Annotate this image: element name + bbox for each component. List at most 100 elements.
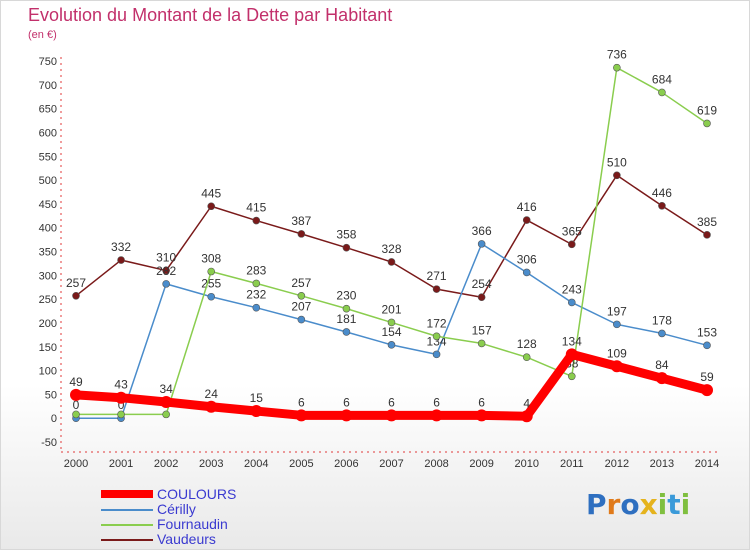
logo-letter: o (620, 488, 640, 521)
y-tick-label: 700 (39, 80, 57, 92)
data-label: 197 (607, 304, 627, 318)
data-label: 415 (246, 201, 266, 215)
y-tick-label: 200 (39, 318, 57, 330)
data-label: 24 (205, 387, 219, 401)
data-label: 59 (700, 370, 714, 384)
data-point (703, 119, 711, 128)
data-point (703, 341, 711, 350)
data-label: 385 (697, 215, 717, 229)
legend-swatch (101, 490, 153, 498)
y-tick-label: 300 (39, 270, 57, 282)
x-tick-label: 2013 (650, 458, 674, 470)
data-label: 4 (523, 396, 530, 410)
legend-label: Vaudeurs (157, 531, 216, 547)
data-point (522, 216, 531, 224)
data-label: 271 (427, 269, 447, 283)
data-label: 6 (298, 395, 305, 409)
x-tick-label: 2000 (64, 458, 88, 470)
data-label: 153 (697, 325, 717, 339)
legend-label: Fournaudin (157, 516, 228, 532)
data-label: 154 (381, 325, 401, 339)
x-tick-label: 2006 (334, 458, 358, 470)
data-point (207, 202, 216, 211)
y-tick-label: 150 (39, 342, 57, 354)
data-label: 255 (201, 277, 221, 291)
data-point (387, 318, 396, 327)
data-point (701, 384, 713, 397)
data-label: 172 (427, 316, 447, 330)
data-label: 178 (652, 313, 672, 327)
x-tick-label: 2004 (244, 458, 268, 470)
data-label: 34 (159, 382, 173, 396)
data-point (252, 279, 261, 288)
data-point (387, 341, 396, 349)
x-tick-label: 2002 (154, 458, 178, 470)
x-tick-label: 2005 (289, 458, 313, 470)
data-label: 358 (336, 228, 356, 242)
data-label: 366 (472, 224, 492, 238)
data-label: 328 (381, 242, 401, 256)
data-point (703, 231, 711, 239)
data-point (207, 292, 216, 301)
y-tick-label: 550 (39, 151, 57, 163)
data-label: 230 (336, 289, 356, 303)
logo-letter: r (606, 488, 621, 521)
data-point (658, 329, 666, 338)
data-label: 257 (66, 276, 86, 290)
logo-letter: t (667, 488, 681, 521)
data-point (658, 88, 666, 97)
x-tick-label: 2003 (199, 458, 223, 470)
data-point (207, 267, 216, 276)
x-tick-label: 2014 (695, 458, 719, 470)
y-tick-label: 50 (45, 389, 57, 401)
data-point (342, 304, 351, 313)
data-point (522, 353, 531, 362)
y-tick-label: 400 (39, 223, 57, 235)
logo-letter: x (639, 488, 658, 521)
data-point (342, 243, 351, 252)
legend-swatch (101, 524, 153, 526)
data-point (160, 395, 173, 408)
data-label: 232 (246, 288, 266, 302)
data-label: 84 (655, 358, 669, 372)
y-tick-label: 450 (39, 199, 57, 211)
data-point (252, 303, 261, 312)
legend-swatch (101, 539, 153, 541)
data-label: 134 (562, 334, 582, 348)
data-point (162, 410, 170, 419)
data-label: 365 (562, 224, 582, 238)
data-point (613, 320, 621, 329)
data-point (567, 240, 576, 249)
data-label: 684 (652, 72, 672, 86)
series-line (75, 174, 708, 298)
data-point (70, 388, 82, 401)
data-point (72, 410, 80, 419)
data-label: 243 (562, 282, 582, 296)
data-point (655, 372, 668, 385)
x-tick-label: 2007 (379, 458, 403, 470)
data-point (432, 350, 441, 359)
data-label: 736 (607, 48, 627, 62)
legend-label: Cérilly (157, 501, 196, 517)
data-point (522, 268, 531, 277)
data-point (205, 400, 218, 413)
data-label: 510 (607, 155, 627, 169)
data-point (610, 360, 623, 373)
data-label: 0 (73, 398, 80, 412)
chart-subtitle: (en €) (28, 29, 57, 41)
logo-letter: P (586, 488, 607, 521)
data-point (387, 258, 396, 266)
data-point (658, 201, 666, 210)
data-point (252, 216, 261, 225)
data-label: 332 (111, 240, 131, 254)
logo-letter: i (657, 488, 668, 521)
data-label: 0 (118, 398, 125, 412)
y-tick-label: 750 (39, 56, 57, 68)
data-point (477, 339, 486, 348)
data-point (115, 391, 128, 404)
data-point (117, 256, 125, 264)
data-point (342, 328, 351, 336)
data-label: 283 (246, 263, 266, 277)
